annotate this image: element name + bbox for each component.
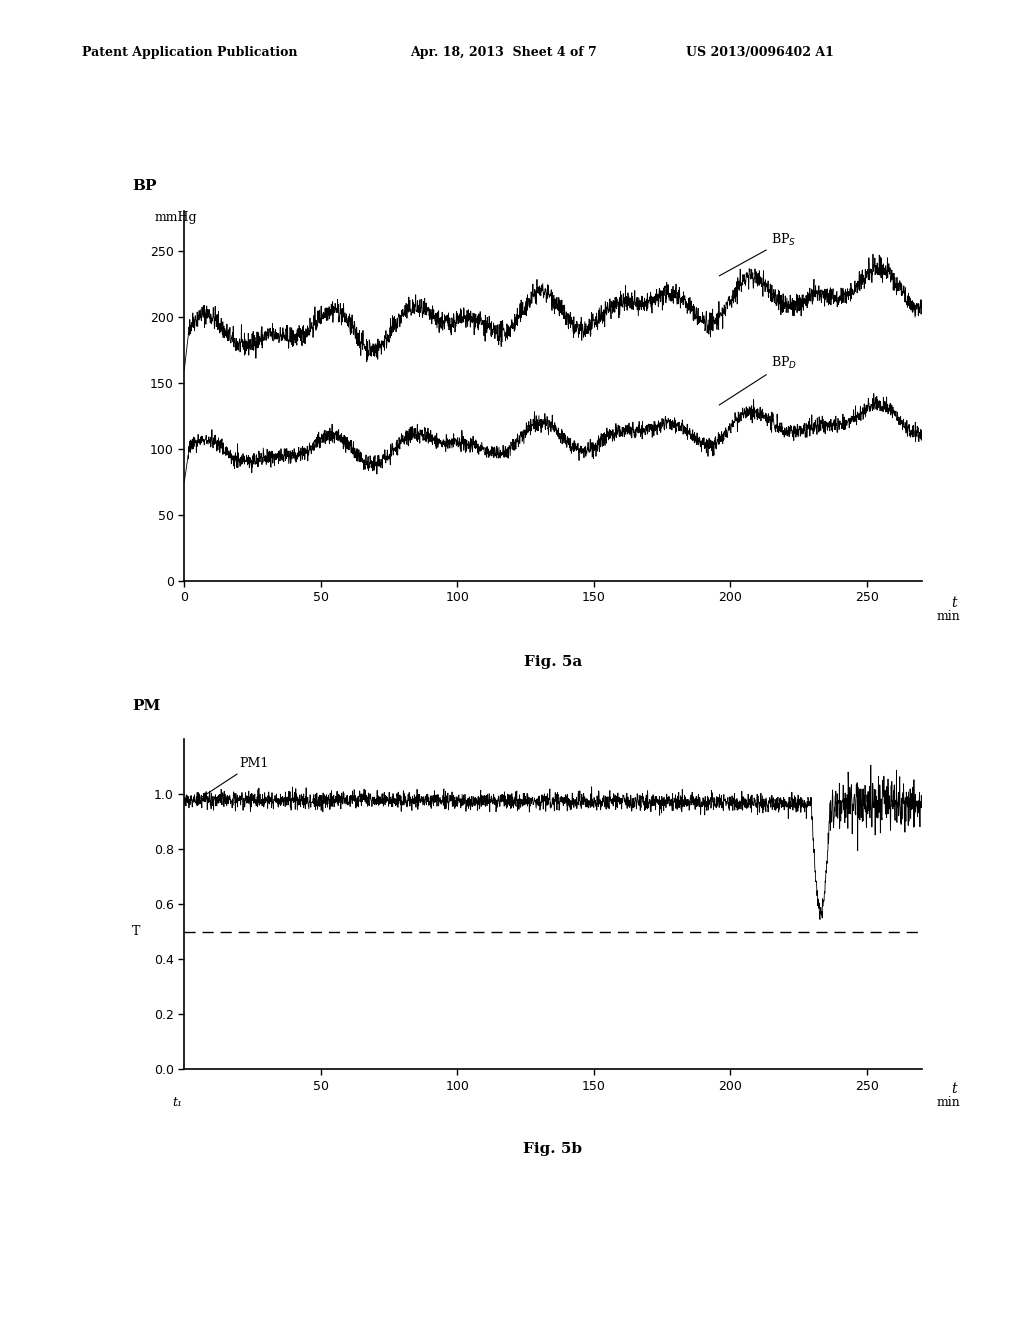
Text: Fig. 5b: Fig. 5b xyxy=(523,1142,583,1156)
Text: BP$_D$: BP$_D$ xyxy=(719,355,798,405)
Text: T: T xyxy=(132,925,140,939)
Text: BP$_S$: BP$_S$ xyxy=(719,232,797,276)
Text: PM: PM xyxy=(133,698,161,713)
Text: min: min xyxy=(936,610,961,623)
Text: PM1: PM1 xyxy=(201,756,268,799)
Text: t: t xyxy=(951,595,956,610)
Text: mmHg: mmHg xyxy=(155,211,198,224)
Text: min: min xyxy=(936,1096,961,1109)
Text: BP: BP xyxy=(133,178,158,193)
Text: Patent Application Publication: Patent Application Publication xyxy=(82,46,297,59)
Text: US 2013/0096402 A1: US 2013/0096402 A1 xyxy=(686,46,834,59)
Text: t: t xyxy=(951,1082,956,1097)
Text: Fig. 5a: Fig. 5a xyxy=(524,655,582,669)
Text: t₁: t₁ xyxy=(172,1096,182,1109)
Text: Apr. 18, 2013  Sheet 4 of 7: Apr. 18, 2013 Sheet 4 of 7 xyxy=(410,46,596,59)
